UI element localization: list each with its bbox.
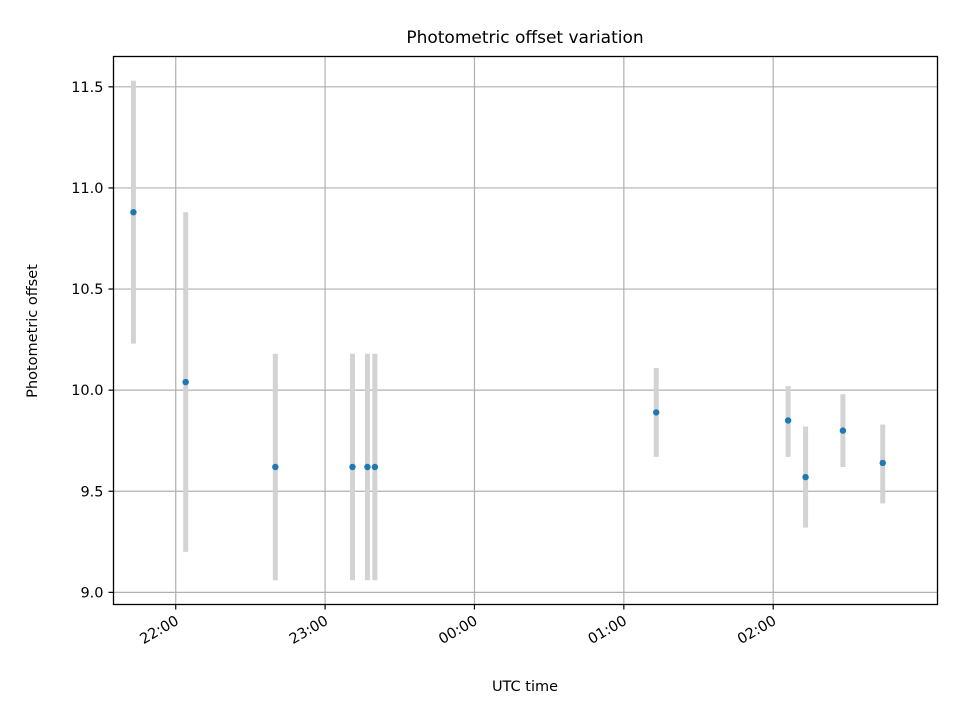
- chart-title: Photometric offset variation: [406, 28, 643, 48]
- y-tick-label: 10.5: [71, 282, 103, 298]
- data-point: [879, 459, 886, 467]
- plot-frame: [112, 55, 939, 606]
- data-point: [371, 463, 379, 471]
- data-point: [272, 463, 279, 471]
- data-point: [349, 463, 356, 471]
- data-points: [130, 209, 886, 481]
- y-tick-label: 11.5: [71, 80, 103, 96]
- y-tick-label: 11.0: [71, 181, 103, 197]
- data-point: [182, 378, 189, 386]
- data-point: [364, 463, 371, 471]
- x-axis-title: UTC time: [492, 679, 558, 695]
- y-tick-label: 10.0: [71, 383, 103, 399]
- y-tick-label: 9.5: [80, 484, 103, 500]
- y-axis-title: Photometric offset: [25, 264, 41, 398]
- data-point: [652, 409, 660, 416]
- y-tick-label: 9.0: [80, 585, 103, 601]
- data-point: [839, 427, 847, 434]
- data-point: [784, 417, 792, 424]
- data-point: [130, 209, 137, 216]
- y-axis-ticks: 9.0 9.5 10.0 10.5 11.0 11.5: [71, 80, 114, 601]
- grid: [113, 56, 938, 605]
- data-point: [802, 473, 809, 481]
